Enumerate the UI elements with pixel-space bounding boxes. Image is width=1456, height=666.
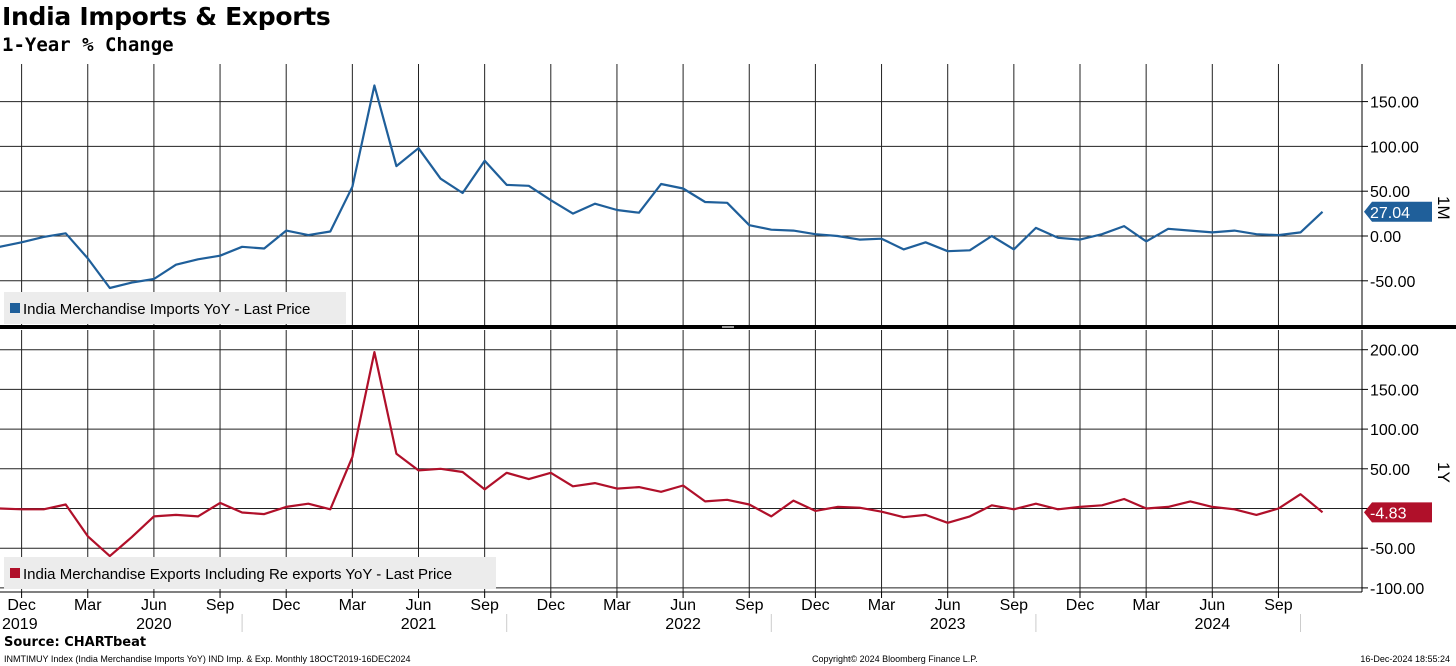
x-year-label: 2023 [930, 616, 966, 633]
x-tick-label: Mar [1132, 597, 1160, 614]
y-tick-label: 100.00 [1370, 422, 1419, 439]
x-year-label: 2022 [665, 616, 701, 633]
legend-box [4, 557, 496, 589]
x-tick-label: Sep [206, 597, 235, 614]
x-tick-label: Dec [1066, 597, 1094, 614]
y-tick-label: 150.00 [1370, 382, 1419, 399]
last-value-flag [1364, 502, 1432, 523]
panel-imports: -50.00 0.00 50.00 100.00 150.00 27.04 1M India … [0, 64, 1453, 326]
x-tick-label: Jun [670, 597, 696, 614]
y-tick-label: 200.00 [1370, 343, 1419, 360]
y-tick-label: -50.00 [1370, 274, 1415, 291]
footer-timestamp: 16-Dec-2024 18:55:24 [1360, 654, 1450, 664]
x-tick-label: Dec [272, 597, 300, 614]
x-tick-label: Jun [935, 597, 961, 614]
y-tick-label: 50.00 [1370, 184, 1410, 201]
legend-label: India Merchandise Exports Including Re e… [23, 566, 452, 583]
panel-label: 1M [1434, 196, 1453, 220]
x-year-label: 2021 [401, 616, 437, 633]
chart-subtitle: 1-Year % Change [2, 34, 174, 56]
x-tick-label: Sep [1000, 597, 1029, 614]
y-tick-label: 150.00 [1370, 95, 1419, 112]
y-tick-label: 100.00 [1370, 139, 1419, 156]
y-tick-label: 0.00 [1370, 229, 1401, 246]
legend-swatch [10, 303, 20, 313]
y-tick-label: -50.00 [1370, 541, 1415, 558]
source-label: Source: CHARTbeat [4, 635, 147, 650]
series-line [0, 351, 1324, 558]
y-tick-label: 50.00 [1370, 462, 1410, 479]
x-year-label: 2019 [2, 616, 38, 633]
footer-copyright: Copyright© 2024 Bloomberg Finance L.P. [812, 654, 978, 664]
x-year-label: 2020 [136, 616, 172, 633]
x-tick-label: Mar [868, 597, 896, 614]
legend-swatch [10, 568, 20, 578]
footer-ticker-info: INMTIMUY Index (India Merchandise Import… [4, 654, 411, 664]
x-tick-label: Mar [339, 597, 367, 614]
x-tick-label: Jun [406, 597, 432, 614]
last-value-label: 27.04 [1370, 205, 1410, 222]
x-tick-label: Jun [1199, 597, 1225, 614]
x-tick-label: Sep [735, 597, 764, 614]
x-tick-label: Dec [7, 597, 35, 614]
legend-label: India Merchandise Imports YoY - Last Pri… [23, 301, 310, 318]
series-line [0, 84, 1324, 290]
legend-box [4, 292, 346, 324]
x-tick-label: Dec [801, 597, 829, 614]
x-tick-label: Mar [74, 597, 102, 614]
chart-title: India Imports & Exports [2, 2, 331, 31]
y-tick-label: -100.00 [1370, 581, 1424, 598]
x-tick-label: Sep [470, 597, 499, 614]
panel-splitter-handle [722, 326, 734, 328]
panel-exports: -100.00-50.000.0050.00100.00150.00200.00… [0, 330, 1453, 598]
x-tick-label: Mar [603, 597, 631, 614]
panel-label: 1Y [1434, 462, 1453, 483]
last-value-flag [1364, 201, 1432, 222]
x-tick-label: Sep [1264, 597, 1293, 614]
x-tick-label: Dec [537, 597, 565, 614]
x-year-label: 2024 [1195, 616, 1231, 633]
x-tick-label: Jun [141, 597, 167, 614]
last-value-label: -4.83 [1370, 505, 1407, 522]
